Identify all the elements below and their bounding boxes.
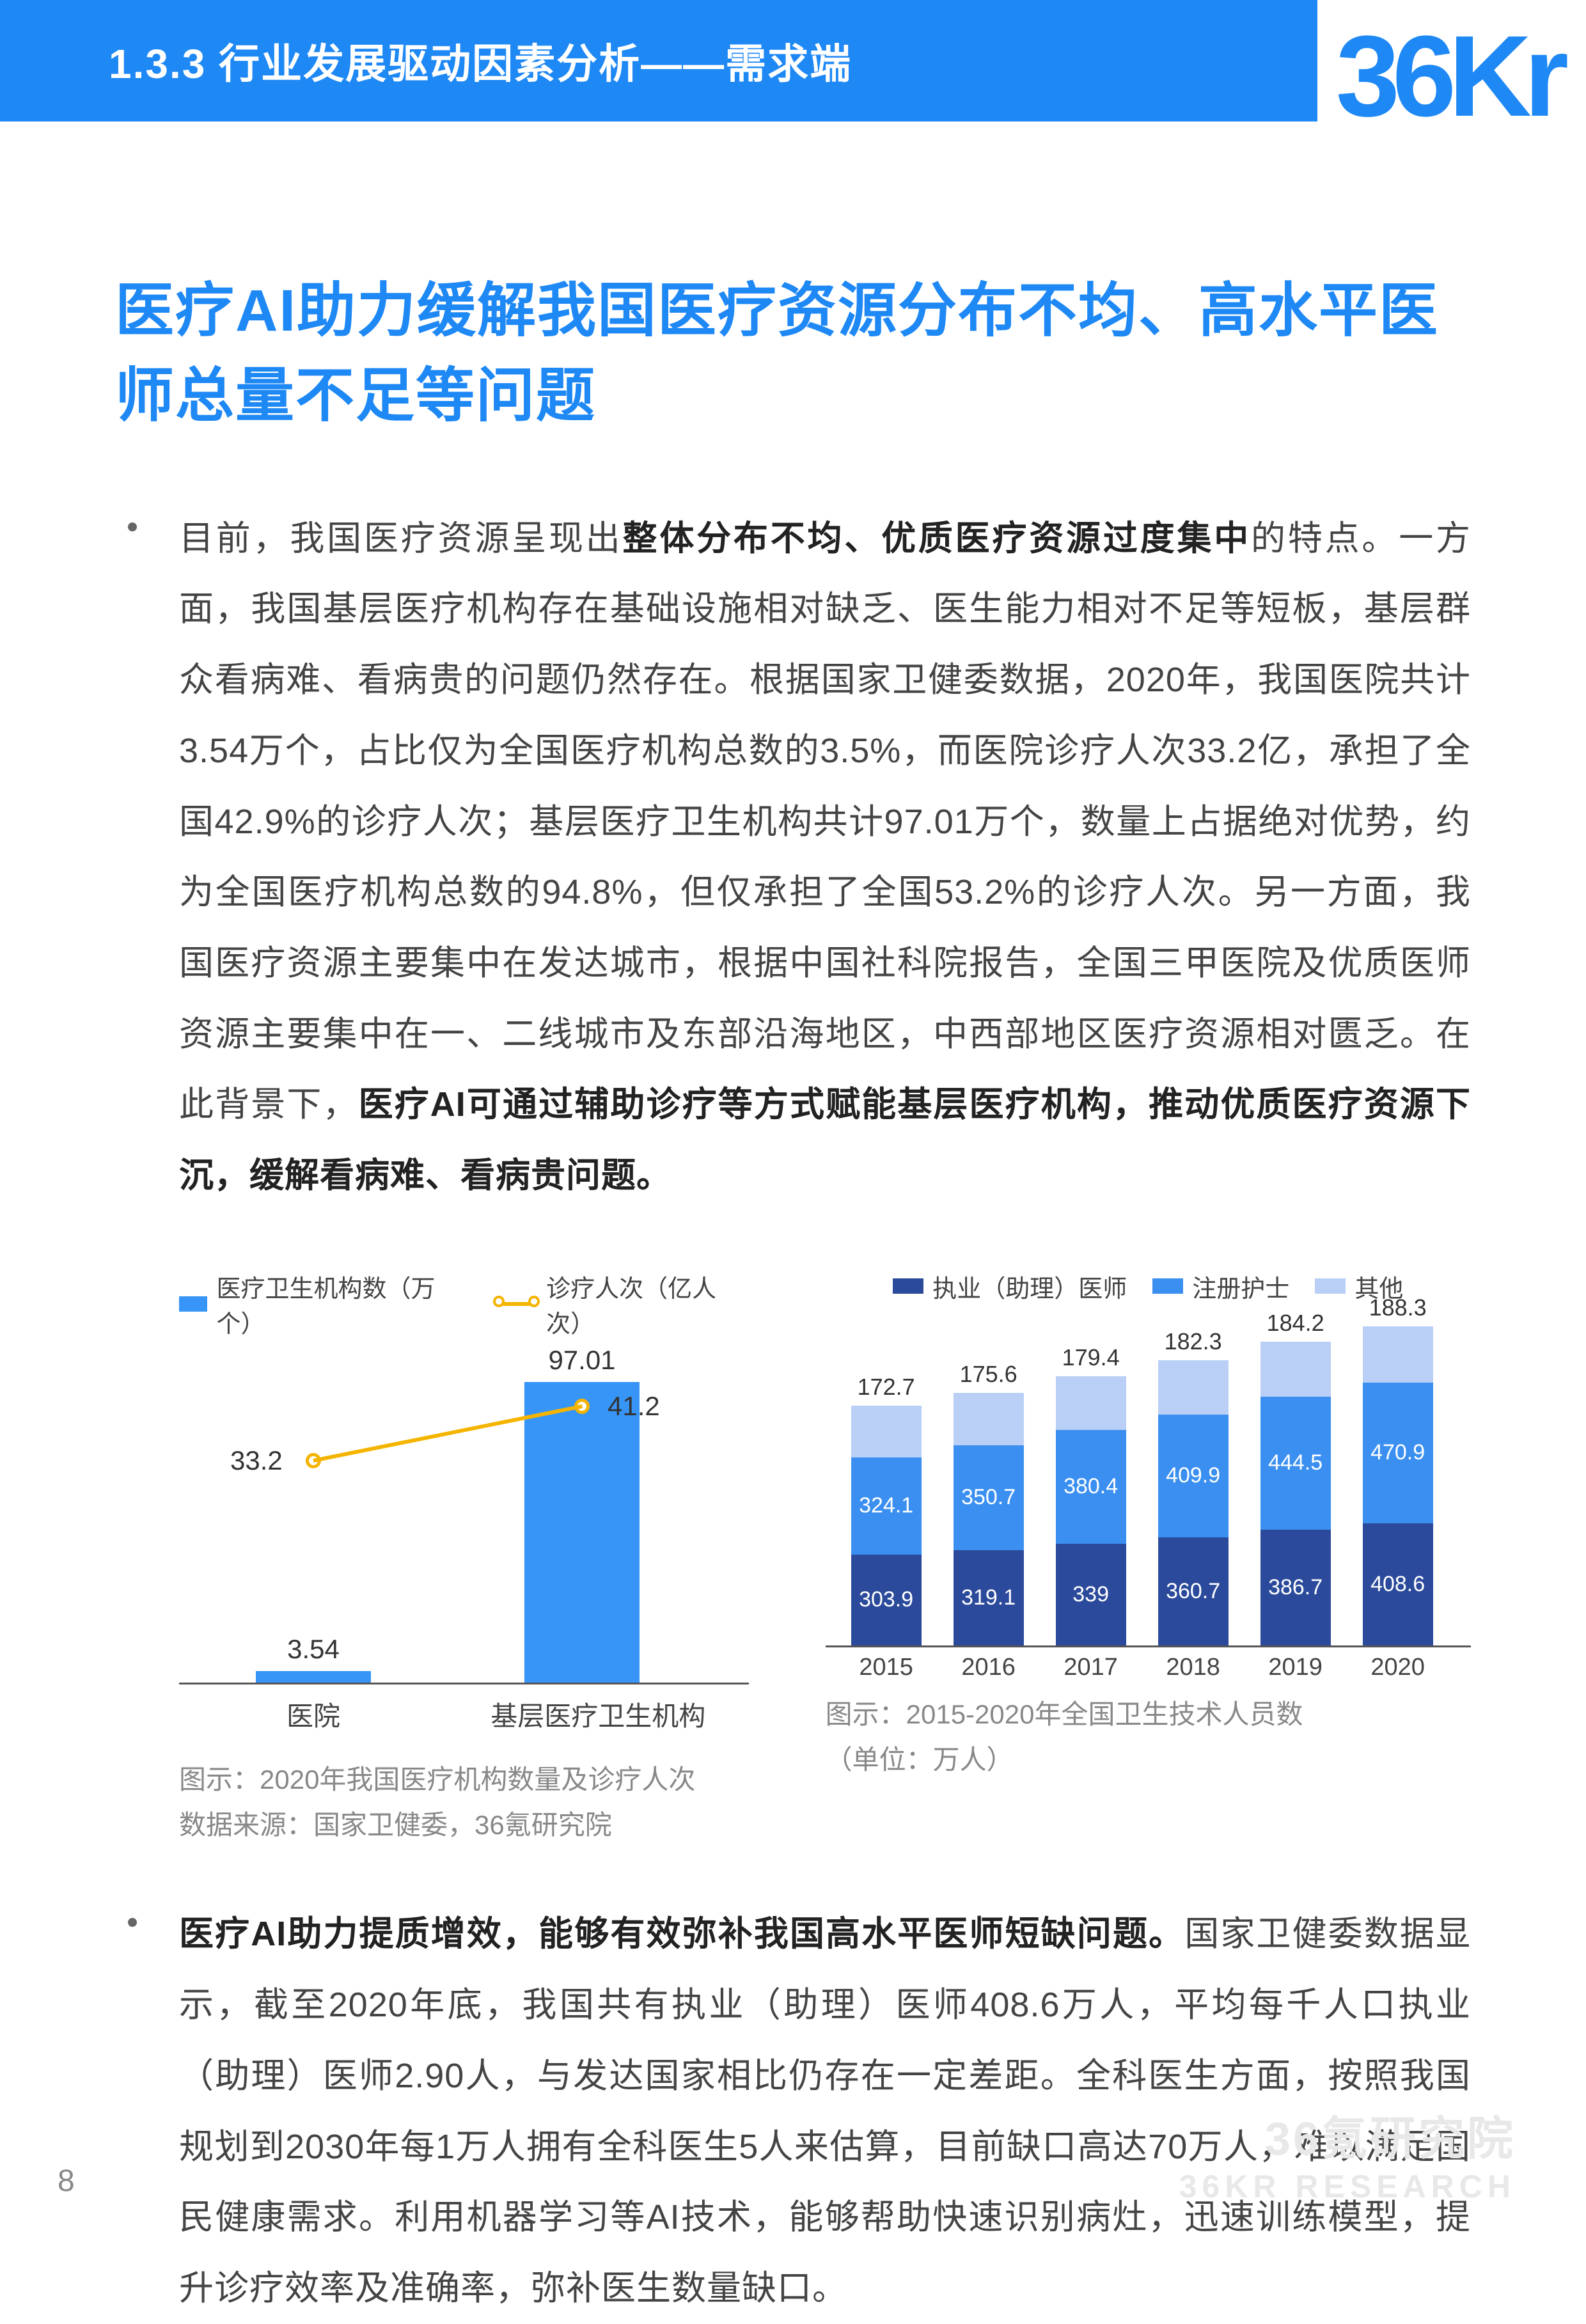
chart-2-top-label: 172.7 xyxy=(851,1374,922,1401)
charts-row: 医疗卫生机构数（万个） 诊疗人次（亿人次） 3.5497.0133.241.2 … xyxy=(179,1269,1471,1848)
chart-2-stack: 319.1350.7 xyxy=(954,1393,1024,1645)
header-title: 1.3.3 行业发展驱动因素分析——需求端 xyxy=(109,31,852,90)
chart-1-caption: 图示：2020年我国医疗机构数量及诊疗人次 数据来源：国家卫健委，36氪研究院 xyxy=(179,1757,749,1848)
page-header: 1.3.3 行业发展驱动因素分析——需求端 36Kr xyxy=(0,0,1586,122)
p1-text-1: 目前，我国医疗资源呈现出 xyxy=(179,519,623,558)
chart-2-stack: 360.7409.9 xyxy=(1158,1360,1229,1645)
chart-2-segment: 339 xyxy=(1056,1544,1126,1645)
page-title: 医疗AI助力缓解我国医疗资源分布不均、高水平医师总量不足等问题 xyxy=(115,269,1471,439)
chart-1-categories: 医院 基层医疗卫生机构 xyxy=(179,1695,749,1734)
chart-2-top-label: 188.3 xyxy=(1363,1294,1433,1321)
chart-2-segment xyxy=(1260,1342,1331,1397)
chart-2-segment xyxy=(1158,1360,1229,1415)
legend-swatch-line xyxy=(496,1302,537,1306)
chart-2-year-label: 2015 xyxy=(851,1654,922,1681)
chart-2-segment: 444.5 xyxy=(1260,1397,1331,1530)
chart-2-year-label: 2018 xyxy=(1158,1654,1229,1681)
chart-2-top-label: 175.6 xyxy=(954,1361,1024,1388)
chart-2-year-label: 2016 xyxy=(954,1654,1024,1681)
legend-label-bar: 医疗卫生机构数（万个） xyxy=(216,1269,464,1339)
chart-1-cat-0: 医院 xyxy=(179,1695,448,1734)
chart-2-segment xyxy=(851,1406,922,1457)
chart-2-stack: 303.9324.1 xyxy=(851,1406,922,1645)
chart-2-segment: 360.7 xyxy=(1158,1537,1229,1645)
bullet-paragraph-1: 目前，我国医疗资源呈现出整体分布不均、优质医疗资源过度集中的特点。一方面，我国基… xyxy=(115,503,1471,1211)
chart-2-segment xyxy=(954,1393,1024,1445)
chart-1-caption-l1: 图示：2020年我国医疗机构数量及诊疗人次 xyxy=(179,1757,749,1802)
chart-1-line-label: 41.2 xyxy=(608,1391,660,1422)
chart-2-segment: 319.1 xyxy=(954,1550,1024,1645)
chart-1-bar xyxy=(524,1382,640,1683)
chart-2-segment: 386.7 xyxy=(1260,1530,1331,1645)
chart-1-legend-line: 诊疗人次（亿人次） xyxy=(496,1269,748,1339)
chart-2-stack: 386.7444.5 xyxy=(1260,1342,1331,1645)
watermark: 36氪研究院 36KR RESEARCH xyxy=(1179,2101,1516,2205)
chart-2-segment xyxy=(1056,1376,1126,1430)
p1-bold-2: 医疗AI可通过辅助诊疗等方式赋能基层医疗机构，推动优质医疗资源下沉，缓解看病难、… xyxy=(179,1085,1471,1195)
chart-2-caption-l2: （单位：万人） xyxy=(826,1737,1471,1782)
chart-2-segment: 380.4 xyxy=(1056,1430,1126,1544)
chart-1-institutions-visits: 医疗卫生机构数（万个） 诊疗人次（亿人次） 3.5497.0133.241.2 … xyxy=(179,1269,749,1848)
legend-label: 注册护士 xyxy=(1192,1269,1289,1304)
chart-2-categories: 201520162017201820192020 xyxy=(826,1645,1471,1677)
legend-swatch xyxy=(1152,1278,1183,1294)
chart-2-top-label: 184.2 xyxy=(1260,1310,1331,1337)
page-number: 8 xyxy=(58,2163,75,2199)
chart-2-top-label: 179.4 xyxy=(1056,1344,1126,1371)
p2-bold-1: 医疗AI助力提质增效，能够有效弥补我国高水平医师短缺问题。 xyxy=(179,1915,1184,1953)
chart-1-legend-bar: 医疗卫生机构数（万个） xyxy=(179,1269,464,1339)
chart-2-segment: 350.7 xyxy=(954,1445,1024,1550)
chart-2-year-label: 2017 xyxy=(1056,1654,1126,1681)
p1-text-2: 的特点。一方面，我国基层医疗机构存在基础设施相对缺乏、医生能力相对不足等短板，基… xyxy=(179,519,1471,1124)
bullet-icon xyxy=(128,1918,137,1927)
chart-2-segment: 303.9 xyxy=(851,1555,922,1645)
chart-2-segment: 470.9 xyxy=(1363,1383,1433,1523)
chart-2-segment: 409.9 xyxy=(1158,1415,1229,1537)
legend-swatch xyxy=(1315,1278,1346,1294)
chart-2-top-label: 182.3 xyxy=(1158,1328,1229,1355)
legend-label-line: 诊疗人次（亿人次） xyxy=(546,1269,748,1339)
p1-bold-1: 整体分布不均、优质医疗资源过度集中 xyxy=(623,519,1252,558)
content-area: 医疗AI助力缓解我国医疗资源分布不均、高水平医师总量不足等问题 目前，我国医疗资… xyxy=(0,122,1586,2324)
chart-2-stack: 339380.4 xyxy=(1056,1376,1126,1645)
chart-2-legend-item: 执业（助理）医师 xyxy=(893,1269,1127,1304)
chart-2-health-personnel: 执业（助理）医师注册护士其他 201520162017201820192020 … xyxy=(826,1269,1471,1848)
chart-1-bar xyxy=(256,1671,371,1683)
chart-1-line-label: 33.2 xyxy=(230,1445,283,1476)
chart-1-bar-label: 97.01 xyxy=(524,1345,640,1376)
paragraph-1: 目前，我国医疗资源呈现出整体分布不均、优质医疗资源过度集中的特点。一方面，我国基… xyxy=(179,503,1471,1211)
chart-2-segment: 408.6 xyxy=(1363,1523,1433,1645)
chart-2-stack: 408.6470.9 xyxy=(1363,1326,1433,1645)
chart-1-legend: 医疗卫生机构数（万个） 诊疗人次（亿人次） xyxy=(179,1269,749,1339)
bullet-icon xyxy=(128,522,137,531)
chart-2-year-label: 2020 xyxy=(1363,1654,1433,1681)
chart-2-year-label: 2019 xyxy=(1260,1654,1331,1681)
chart-2-caption: 图示：2015-2020年全国卫生技术人员数 （单位：万人） xyxy=(826,1692,1471,1783)
chart-2-legend-item: 注册护士 xyxy=(1152,1269,1289,1304)
watermark-line-2: 36KR RESEARCH xyxy=(1179,2168,1516,2205)
legend-swatch xyxy=(893,1278,923,1294)
legend-swatch-bar xyxy=(179,1296,207,1312)
chart-1-cat-1: 基层医疗卫生机构 xyxy=(448,1695,749,1734)
chart-1-caption-l2: 数据来源：国家卫健委，36氪研究院 xyxy=(179,1802,749,1848)
chart-1-plot: 3.5497.0133.241.2 xyxy=(179,1352,749,1684)
chart-1-bar-label: 3.54 xyxy=(256,1634,371,1665)
legend-label: 执业（助理）医师 xyxy=(932,1269,1127,1304)
chart-2-caption-l1: 图示：2015-2020年全国卫生技术人员数 xyxy=(826,1692,1471,1737)
chart-2-segment xyxy=(1363,1326,1433,1383)
watermark-line-1: 36氪研究院 xyxy=(1179,2101,1516,2168)
brand-logo-text: 36Kr xyxy=(1336,19,1561,134)
chart-2-segment: 324.1 xyxy=(851,1457,922,1555)
chart-2-plot: 201520162017201820192020 303.9324.1172.7… xyxy=(826,1323,1471,1668)
brand-logo: 36Kr xyxy=(1317,0,1586,153)
